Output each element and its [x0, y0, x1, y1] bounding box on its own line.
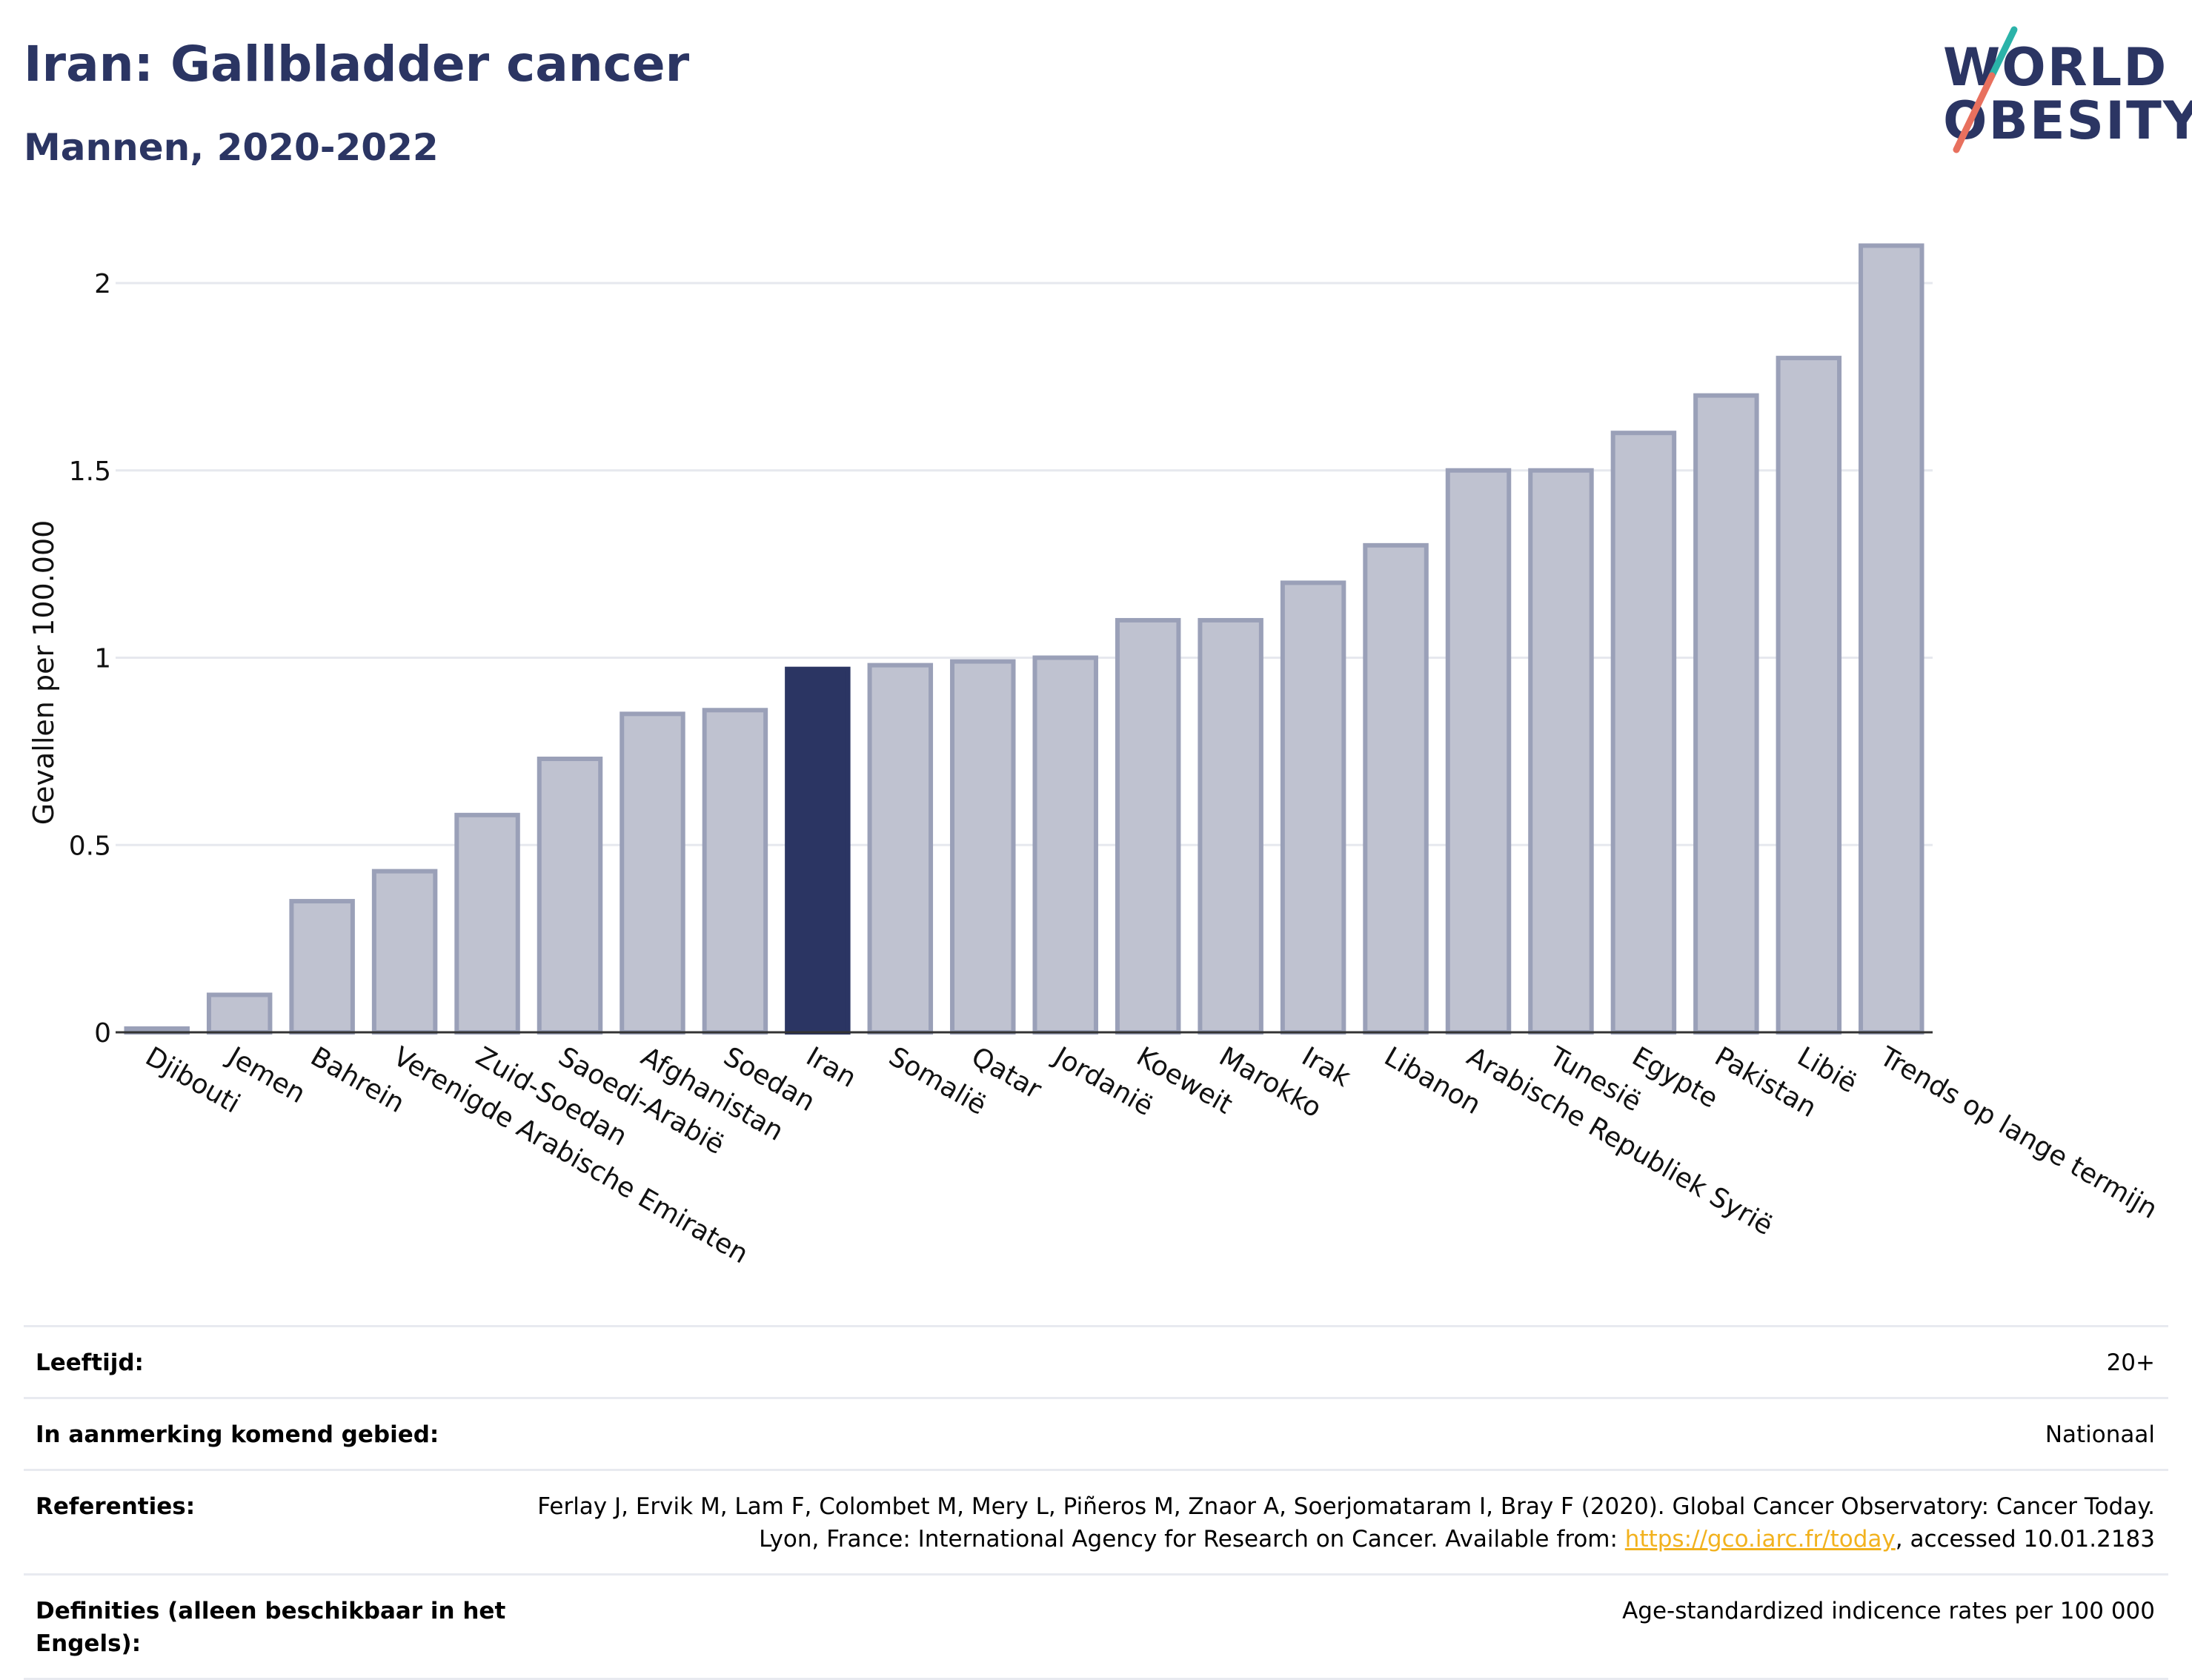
info-row-references: Referenties: Ferlay J, Ervik M, Lam F, C… [24, 1469, 2168, 1573]
info-row-age: Leeftijd: 20+ [24, 1325, 2168, 1397]
bar-qatar[interactable] [950, 659, 1016, 1035]
bar-trends-op-lange-termijn[interactable] [1859, 243, 1924, 1035]
bar-jordani-[interactable] [1032, 655, 1098, 1035]
logo-line-2: OBESITY [1943, 90, 2192, 151]
bar-libi-[interactable] [1776, 356, 1842, 1035]
bars [124, 243, 1924, 1035]
age-value: 20+ [2106, 1349, 2155, 1376]
info-table: Leeftijd: 20+ In aanmerking komend gebie… [24, 1325, 2168, 1680]
y-tick-label: 1 [94, 644, 111, 674]
bar-soedan[interactable] [702, 708, 768, 1035]
area-value: Nationaal [2045, 1421, 2155, 1448]
chart-subtitle: Mannen, 2020-2022 [24, 126, 439, 169]
bar-iran[interactable] [785, 666, 851, 1035]
bar-pakistan[interactable] [1693, 393, 1759, 1035]
info-row-definitions: Definities (alleen beschikbaar in het En… [24, 1573, 2168, 1680]
bar-koeweit[interactable] [1115, 617, 1181, 1035]
x-tick-label: Bahrein [305, 1041, 409, 1119]
definitions-label: Definities (alleen beschikbaar in het En… [36, 1598, 506, 1657]
bar-libanon[interactable] [1363, 542, 1429, 1035]
chart-title: Iran: Gallbladder cancer [24, 36, 690, 93]
references-text: Ferlay J, Ervik M, Lam F, Colombet M, Me… [537, 1493, 2155, 1553]
bar-marokko[interactable] [1198, 617, 1263, 1035]
definitions-value: Age-standardized indicence rates per 100… [1622, 1598, 2155, 1624]
logo-slash-icon [1953, 26, 2018, 153]
references-accessed: , accessed 10.01.2183 [1895, 1526, 2155, 1553]
y-tick-label: 2 [94, 269, 111, 299]
bar-egypte[interactable] [1610, 431, 1677, 1035]
bar-bahrein[interactable] [289, 899, 355, 1035]
bar-jemen[interactable] [206, 992, 273, 1035]
logo-line-1: WORLD [1943, 37, 2168, 98]
bar-chart: 0 0.5 1 1.5 2 DjiboutiJemenBahreinVerenigde … [27, 243, 2162, 1269]
y-axis-label: Gevallen per 100.000 [27, 520, 60, 826]
bar-verenigde-arabische-emiraten[interactable] [371, 869, 438, 1035]
bar-zuid-soedan[interactable] [454, 812, 520, 1035]
x-tick-label: Trends op lange termijn [1874, 1041, 2162, 1225]
references-label: Referenties: [36, 1493, 196, 1520]
y-tick-label: 1.5 [69, 456, 111, 487]
y-tick-labels: 0 0.5 1 1.5 2 [69, 269, 111, 1049]
bar-somali-[interactable] [867, 663, 934, 1035]
info-row-area: In aanmerking komend gebied: Nationaal [24, 1397, 2168, 1469]
x-tick-label: Djibouti [140, 1041, 245, 1119]
y-tick-label: 0.5 [69, 831, 111, 861]
bar-irak[interactable] [1280, 580, 1346, 1035]
area-label: In aanmerking komend gebied: [36, 1421, 439, 1448]
references-value: Ferlay J, Ervik M, Lam F, Colombet M, Me… [510, 1490, 2155, 1556]
bar-saoedi-arabi-[interactable] [537, 756, 603, 1035]
y-tick-label: 0 [94, 1018, 111, 1049]
world-obesity-logo: WORLD OBESITY [1927, 22, 2192, 156]
age-label: Leeftijd: [36, 1349, 144, 1376]
references-link[interactable]: https://gco.iarc.fr/today [1624, 1526, 1896, 1553]
x-tick-label: Egypte [1627, 1041, 1723, 1115]
bar-arabische-republiek-syri-[interactable] [1445, 468, 1512, 1035]
bar-tunesi-[interactable] [1528, 468, 1594, 1035]
bar-afghanistan[interactable] [620, 711, 685, 1035]
